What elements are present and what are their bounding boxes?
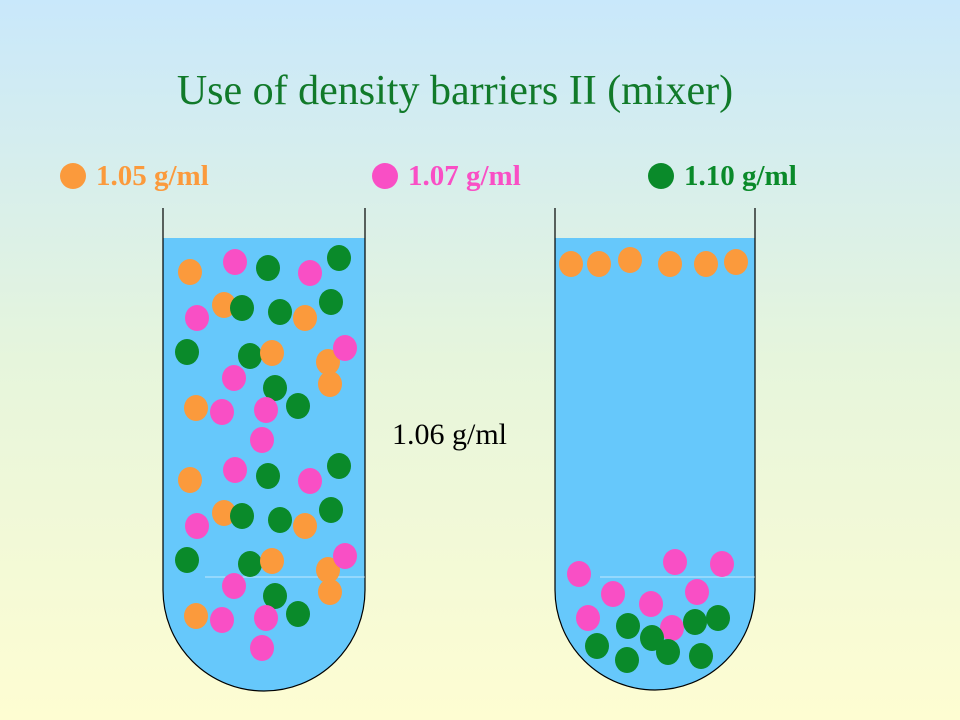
orange-particle [318,371,342,397]
left-tube [162,208,366,692]
orange-particle [587,251,611,277]
green-particle-icon [648,163,674,189]
green-particle [175,339,199,365]
pink-particle [710,551,734,577]
green-particle [263,375,287,401]
pink-particle [210,607,234,633]
pink-particle [333,543,357,569]
green-particle [238,343,262,369]
green-particle [286,393,310,419]
orange-particle [318,579,342,605]
green-particle [616,613,640,639]
green-particle [263,583,287,609]
green-particle [256,463,280,489]
pink-particle [222,365,246,391]
orange-particle [559,251,583,277]
green-particle [230,295,254,321]
pink-particle [298,260,322,286]
orange-particle [316,557,340,583]
pink-particle [250,635,274,661]
left-tube-particles [175,245,357,661]
pink-particle [660,615,684,641]
green-particle [689,643,713,669]
pink-particle [663,549,687,575]
green-particle [175,547,199,573]
right-tube-wall [554,208,756,691]
right-tube-particles [559,247,748,673]
right-tube [554,208,756,691]
orange-particle [260,340,284,366]
pink-particle [223,249,247,275]
orange-particle [658,251,682,277]
pink-particle [254,397,278,423]
green-particle [585,633,609,659]
green-particle [327,453,351,479]
orange-particle [316,349,340,375]
pink-particle [639,591,663,617]
green-particle [286,601,310,627]
pink-particle [576,605,600,631]
green-particle [615,647,639,673]
orange-particle [178,467,202,493]
pink-particle [222,573,246,599]
orange-particle [618,247,642,273]
legend-label-1-07: 1.07 g/ml [408,160,521,192]
green-particle [327,245,351,271]
pink-particle-icon [372,163,398,189]
green-particle [238,551,262,577]
green-particle [656,639,680,665]
pink-particle [223,457,247,483]
pink-particle [185,305,209,331]
orange-particle [724,249,748,275]
orange-particle [293,305,317,331]
orange-particle [293,513,317,539]
green-particle [319,497,343,523]
green-particle [683,609,707,635]
orange-particle [184,603,208,629]
green-particle [256,255,280,281]
left-tube-wall [162,208,366,692]
orange-particle [178,259,202,285]
page-title: Use of density barriers II (mixer) [176,68,734,114]
pink-particle [333,335,357,361]
orange-particle [694,251,718,277]
orange-particle [212,500,236,526]
pink-particle [254,605,278,631]
density-barrier-label: 1.06 g/ml [392,418,508,451]
legend-label-1-05: 1.05 g/ml [96,160,209,192]
orange-particle [212,292,236,318]
pink-particle [567,561,591,587]
pink-particle [250,427,274,453]
green-particle [268,507,292,533]
pink-particle [210,399,234,425]
pink-particle [601,581,625,607]
pink-particle [685,579,709,605]
green-particle [640,625,664,651]
legend-label-1-10: 1.10 g/ml [684,160,797,192]
pink-particle [185,513,209,539]
green-particle [319,289,343,315]
green-particle [268,299,292,325]
orange-particle [260,548,284,574]
green-particle [230,503,254,529]
orange-particle [184,395,208,421]
pink-particle [298,468,322,494]
green-particle [706,605,730,631]
orange-particle-icon [60,163,86,189]
